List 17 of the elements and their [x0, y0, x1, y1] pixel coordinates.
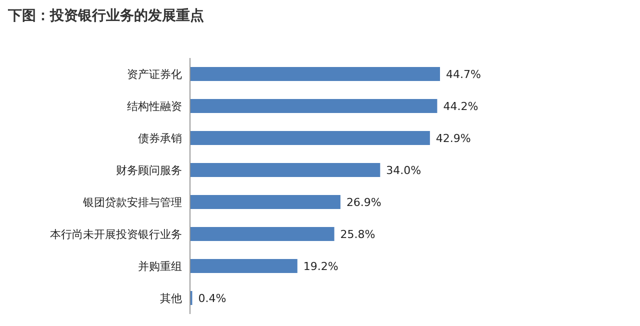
data-label: 44.7%: [446, 68, 481, 81]
y-tick-label: 其他: [160, 292, 182, 305]
y-tick-label: 结构性融资: [127, 100, 182, 113]
y-tick-label: 债券承销: [138, 132, 182, 145]
y-tick-label: 资产证券化: [127, 68, 182, 81]
chart-title: 下图：投资银行业务的发展重点: [7, 8, 204, 24]
y-tick-label: 财务顾问服务: [116, 164, 182, 177]
data-label: 26.9%: [346, 196, 382, 209]
data-label: 19.2%: [303, 260, 338, 273]
data-label: 44.2%: [443, 100, 478, 113]
data-label: 42.9%: [436, 132, 471, 145]
y-tick-label: 银团贷款安排与管理: [82, 196, 182, 209]
data-label: 0.4%: [198, 292, 226, 305]
data-label: 25.8%: [340, 228, 376, 241]
y-tick-label: 本行尚未开展投资银行业务: [50, 228, 182, 241]
data-label: 34.0%: [386, 164, 422, 177]
y-tick-label: 并购重组: [138, 260, 182, 273]
